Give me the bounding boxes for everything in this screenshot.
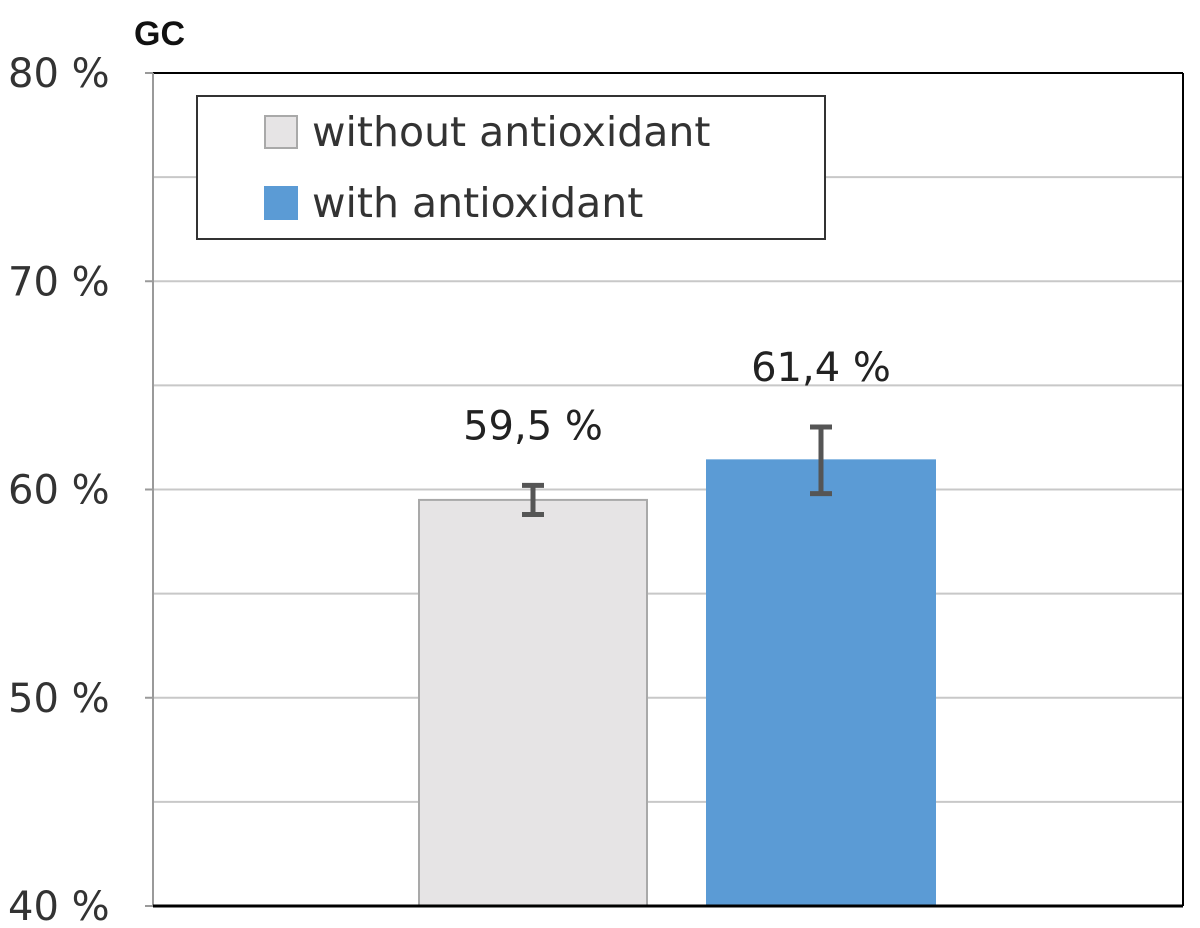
legend-label: without antioxidant xyxy=(312,108,710,156)
bar xyxy=(706,459,936,907)
chart-title: GC xyxy=(134,15,185,53)
legend-label: with antioxidant xyxy=(312,179,643,227)
legend-swatch xyxy=(264,186,298,220)
y-axis-ticks: 40 % 50 % 60 % 70 % 80 % xyxy=(8,51,153,928)
error-bars xyxy=(522,424,832,517)
legend-box xyxy=(196,95,826,240)
legend: without antioxidant with antioxidant xyxy=(196,95,826,240)
y-tick-label: 40 % xyxy=(8,884,110,928)
y-tick-label: 50 % xyxy=(8,676,110,722)
y-tick-label: 80 % xyxy=(8,51,110,97)
bar xyxy=(418,498,648,907)
data-label: 59,5 % xyxy=(463,403,603,449)
y-tick-label: 60 % xyxy=(8,468,110,514)
data-label: 61,4 % xyxy=(751,345,891,391)
y-tick-label: 70 % xyxy=(8,259,110,305)
bars xyxy=(418,459,936,907)
legend-swatch xyxy=(264,115,298,149)
gridlines xyxy=(153,176,1183,803)
data-labels: 59,5 % 61,4 % xyxy=(463,345,891,449)
